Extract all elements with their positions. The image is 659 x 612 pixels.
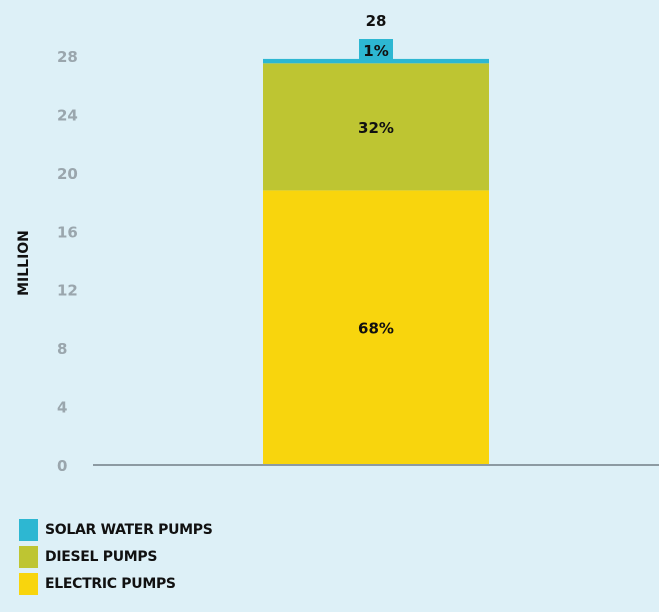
y-tick-label: 16 <box>57 223 78 241</box>
segment-label: 32% <box>358 119 394 137</box>
legend-item-electric: ELECTRIC PUMPS <box>19 573 419 595</box>
y-tick-label: 4 <box>57 399 67 417</box>
legend-label-solar: SOLAR WATER PUMPS <box>45 522 213 538</box>
total-value-label: 28 <box>366 12 387 30</box>
y-tick-label: 24 <box>57 106 78 124</box>
legend-item-diesel: DIESEL PUMPS <box>19 546 419 568</box>
legend-swatch-diesel <box>19 546 38 568</box>
y-tick-label: 20 <box>57 165 78 183</box>
legend: SOLAR WATER PUMPS DIESEL PUMPS ELECTRIC … <box>19 519 419 600</box>
bar-segments <box>263 58 489 465</box>
y-tick-label: 0 <box>57 457 67 475</box>
legend-swatch-solar <box>19 519 38 541</box>
segment-label: 1% <box>363 42 388 60</box>
legend-label-electric: ELECTRIC PUMPS <box>45 576 176 592</box>
segment-label: 68% <box>358 320 394 338</box>
y-tick-label: 28 <box>57 48 78 66</box>
bar-segment-diesel <box>263 63 489 191</box>
bar-segment-solar <box>263 58 489 64</box>
bar-segment-electric <box>263 190 489 465</box>
legend-item-solar: SOLAR WATER PUMPS <box>19 519 419 541</box>
y-tick-label: 12 <box>57 282 78 300</box>
legend-swatch-electric <box>19 573 38 595</box>
segment-labels: 68% 32% 1% <box>358 39 394 338</box>
segment-label-box <box>359 39 393 60</box>
y-axis-ticks: 0 4 8 12 16 20 24 28 <box>57 48 78 475</box>
y-tick-label: 8 <box>57 340 67 358</box>
legend-label-diesel: DIESEL PUMPS <box>45 549 158 565</box>
y-axis-title: MILLION <box>16 230 32 296</box>
